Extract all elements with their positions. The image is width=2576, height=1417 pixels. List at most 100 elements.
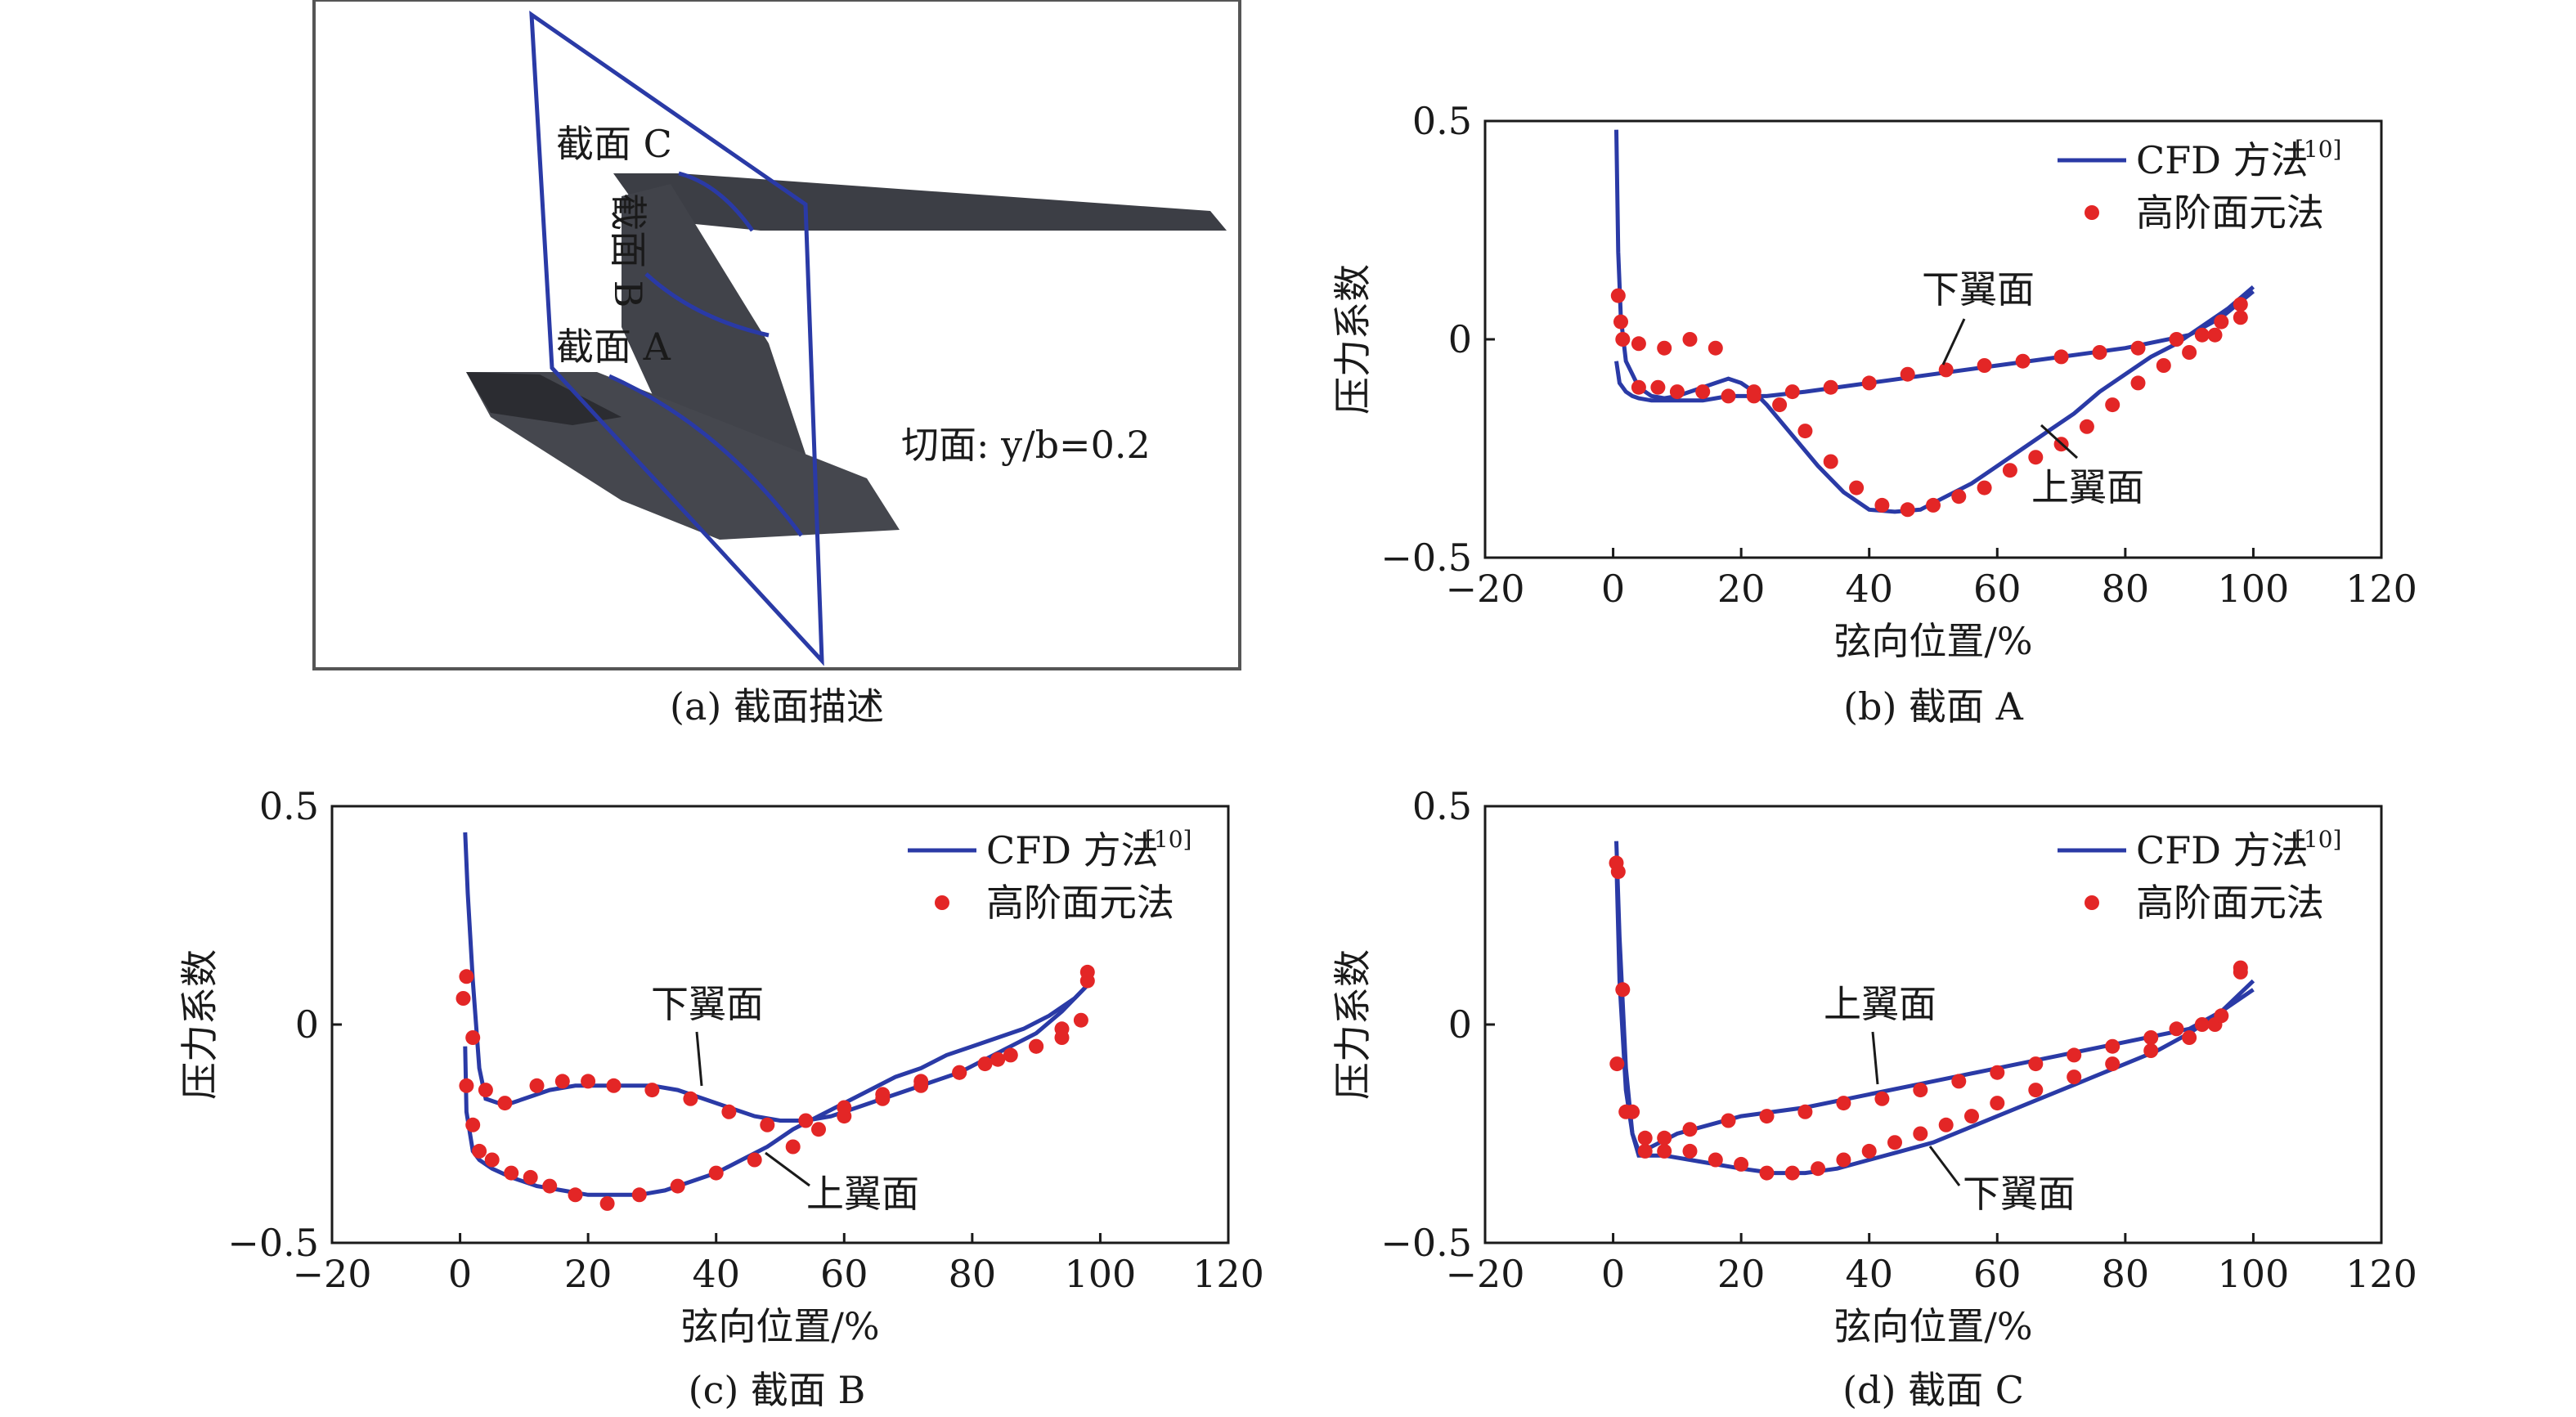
panel-point <box>1695 384 1711 400</box>
annotation-leader <box>765 1151 810 1187</box>
annotation-leader <box>1941 318 1966 365</box>
legend-label-cfd: CFD 方法 <box>986 828 1159 872</box>
panel-point <box>2079 419 2094 434</box>
label-cutting-plane: 切面: y/b=0.2 <box>901 423 1151 467</box>
x-tick-label: 20 <box>1717 567 1766 611</box>
x-tick-label: −20 <box>1445 567 1524 611</box>
panel-point <box>2105 1056 2120 1072</box>
caption: (b) 截面 A <box>1843 684 2024 729</box>
x-axis-label: 弦向位置/% <box>1833 1304 2032 1348</box>
panel-point <box>2143 1030 2159 1045</box>
x-tick-label: −20 <box>292 1252 371 1296</box>
panel-point <box>990 1052 1006 1067</box>
panel-point <box>1797 1104 1813 1119</box>
panel-point <box>1861 375 1877 391</box>
x-tick-label: −20 <box>1445 1252 1524 1296</box>
x-axis-label: 弦向位置/% <box>1833 619 2032 663</box>
panel-point <box>2028 1056 2044 1072</box>
panel-point <box>1874 1091 1890 1106</box>
panel-point <box>2130 340 2146 356</box>
panel-a-frame <box>312 0 1241 670</box>
panel-point <box>2015 353 2031 369</box>
panel-point <box>1849 480 1865 496</box>
panel-point <box>2207 327 2223 343</box>
x-tick-label: 40 <box>1845 1252 1893 1296</box>
x-tick-label: 80 <box>2102 1252 2150 1296</box>
annotation-leader <box>1871 1031 1879 1085</box>
x-tick-label: 60 <box>1973 1252 2022 1296</box>
legend-label-cfd: CFD 方法 <box>2136 138 2309 182</box>
y-axis-label: 压力系数 <box>1331 264 1375 415</box>
y-tick-label: 0.5 <box>1412 784 1472 828</box>
x-tick-label: 80 <box>949 1252 997 1296</box>
panel-point <box>1874 497 1890 513</box>
x-tick-label: 60 <box>1973 567 2022 611</box>
panel-point <box>1990 1096 2005 1111</box>
panel-point <box>1708 1152 1723 1168</box>
panel-point <box>2182 345 2197 360</box>
cfd-line <box>1614 129 2255 514</box>
panel-point <box>465 1030 481 1045</box>
panel-point <box>1657 1143 1672 1159</box>
panel-point <box>1784 384 1800 400</box>
section-line-b <box>644 272 770 338</box>
panel-point <box>1682 1122 1698 1137</box>
panel-point <box>1836 1152 1851 1168</box>
y-axis-label: 压力系数 <box>177 949 222 1100</box>
panel-point <box>683 1091 698 1106</box>
legend-point-swatch <box>2085 205 2099 220</box>
panel-point <box>721 1104 737 1119</box>
panel-point <box>2028 450 2044 465</box>
x-tick-label: 20 <box>1717 1252 1766 1296</box>
chart-d: −20 0 20 40 60 80 100 120 0.5 0 −0.5 弦向位置/% 压力系数 CFD … <box>1331 784 2417 1412</box>
panel-point <box>1079 964 1095 980</box>
y-axis-label: 压力系数 <box>1331 949 1375 1100</box>
panel-point <box>2156 358 2171 373</box>
panel-point <box>1861 1143 1877 1159</box>
panel-point <box>554 1074 570 1089</box>
panel-point <box>1990 1065 2005 1080</box>
panel-point <box>459 1078 474 1093</box>
panel-point <box>2194 327 2210 343</box>
legend-ref: [10] <box>1145 826 1192 853</box>
section-line-a <box>608 374 804 537</box>
panel-point <box>1913 1126 1928 1141</box>
x-tick-label: 40 <box>692 1252 740 1296</box>
panel-point <box>484 1152 500 1168</box>
panel-point <box>2002 463 2017 478</box>
legend-point-swatch <box>2085 895 2099 910</box>
label-section-b: 截面 B <box>606 193 650 307</box>
aircraft-tail-wing <box>613 173 1227 231</box>
panel-point <box>1759 1165 1775 1181</box>
panel-point <box>1721 1113 1736 1128</box>
panel-point <box>670 1178 685 1194</box>
x-tick-label: 80 <box>2102 567 2150 611</box>
legend-label-panel: 高阶面元法 <box>2136 881 2324 925</box>
panel-point <box>760 1117 775 1132</box>
panel-point <box>2067 1047 2082 1063</box>
panel-point <box>1772 397 1788 413</box>
legend-label-cfd: CFD 方法 <box>2136 828 2309 872</box>
panel-point <box>1797 424 1813 439</box>
panel-point <box>1631 336 1646 352</box>
panel-point <box>2028 1083 2044 1098</box>
panel-point <box>1977 480 1992 496</box>
panel-point <box>2214 1008 2229 1024</box>
panel-point <box>599 1195 615 1211</box>
x-tick-label: 100 <box>2218 1252 2290 1296</box>
legend-ref: [10] <box>2295 826 2341 853</box>
surface-annotation: 上翼面 <box>1824 982 1936 1026</box>
y-tick-label: 0 <box>1448 317 1472 361</box>
x-tick-label: 20 <box>564 1252 613 1296</box>
caption: (c) 截面 B <box>689 1368 866 1412</box>
caption: (d) 截面 C <box>1842 1368 2024 1412</box>
panel-point <box>1836 1096 1851 1111</box>
x-tick-label: 0 <box>1601 567 1625 611</box>
panel-point <box>1682 1143 1698 1159</box>
x-tick-label: 0 <box>1601 1252 1625 1296</box>
panel-point <box>747 1152 762 1168</box>
caption-a: (a) 截面描述 <box>670 684 884 729</box>
panel-point <box>1669 384 1685 400</box>
y-tick-label: 0.5 <box>259 784 319 828</box>
panel-point <box>504 1165 519 1181</box>
